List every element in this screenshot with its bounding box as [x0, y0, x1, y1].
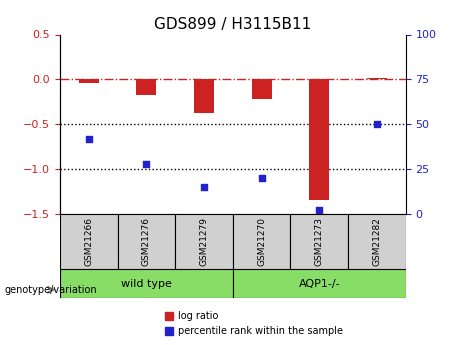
Bar	[79, 79, 99, 83]
FancyBboxPatch shape	[60, 269, 233, 298]
Point	[373, 121, 381, 127]
Point	[200, 184, 207, 190]
Bar	[309, 79, 329, 200]
FancyBboxPatch shape	[60, 214, 118, 269]
Title: GDS899 / H3115B11: GDS899 / H3115B11	[154, 17, 312, 32]
Text: GSM21282: GSM21282	[372, 217, 381, 266]
Text: genotype/variation: genotype/variation	[5, 285, 97, 295]
Text: GSM21266: GSM21266	[84, 217, 93, 266]
Text: GSM21276: GSM21276	[142, 217, 151, 266]
Text: GSM21279: GSM21279	[200, 217, 208, 266]
FancyBboxPatch shape	[233, 269, 406, 298]
Text: wild type: wild type	[121, 279, 172, 289]
FancyBboxPatch shape	[233, 214, 290, 269]
Point	[258, 175, 266, 181]
Point	[315, 208, 323, 213]
Bar	[136, 79, 156, 96]
Text: GSM21273: GSM21273	[315, 217, 324, 266]
Bar	[252, 79, 272, 99]
Text: GSM21270: GSM21270	[257, 217, 266, 266]
FancyBboxPatch shape	[118, 214, 175, 269]
FancyBboxPatch shape	[348, 214, 406, 269]
Point	[85, 136, 92, 141]
Point	[142, 161, 150, 166]
FancyBboxPatch shape	[175, 214, 233, 269]
Text: AQP1-/-: AQP1-/-	[298, 279, 340, 289]
FancyBboxPatch shape	[290, 214, 348, 269]
Bar	[367, 78, 387, 79]
Legend: log ratio, percentile rank within the sample: log ratio, percentile rank within the sa…	[160, 307, 347, 340]
Bar	[194, 79, 214, 114]
